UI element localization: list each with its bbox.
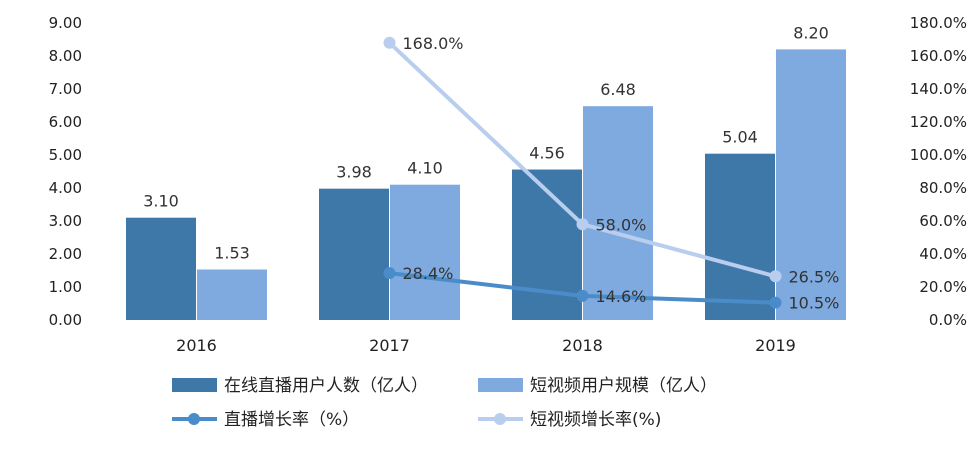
right-axis-tick-label: 160.0% xyxy=(910,47,967,65)
line-data-label: 58.0% xyxy=(596,215,647,234)
left-axis-tick-label: 9.00 xyxy=(49,14,82,32)
bar xyxy=(390,184,460,320)
left-axis-tick-label: 2.00 xyxy=(49,245,82,263)
line-point xyxy=(383,267,396,280)
bar-data-label: 6.48 xyxy=(600,80,636,99)
legend-swatch xyxy=(172,378,217,392)
right-axis-tick-label: 20.0% xyxy=(919,278,967,296)
legend-label: 短视频用户规模（亿人） xyxy=(530,376,717,396)
x-axis-tick-label: 2018 xyxy=(562,336,603,355)
bar xyxy=(126,217,196,320)
bar-data-label: 4.10 xyxy=(407,159,443,178)
right-axis-tick-label: 80.0% xyxy=(919,179,967,197)
line-point xyxy=(769,270,782,283)
bar xyxy=(197,269,267,320)
left-axis-tick-label: 6.00 xyxy=(49,113,82,131)
bar-data-label: 3.10 xyxy=(143,192,179,211)
bar-data-label: 5.04 xyxy=(722,128,758,147)
right-axis-tick-label: 100.0% xyxy=(910,146,967,164)
left-axis-tick-label: 7.00 xyxy=(49,80,82,98)
right-axis-tick-label: 120.0% xyxy=(910,113,967,131)
right-axis-tick-label: 140.0% xyxy=(910,80,967,98)
line-series-group xyxy=(383,36,782,309)
line-point xyxy=(576,289,589,302)
line-point xyxy=(769,296,782,309)
bar-data-label: 3.98 xyxy=(336,163,372,182)
line-point xyxy=(576,218,589,231)
x-axis: 2016 2017 2018 2019 xyxy=(176,336,796,355)
bar xyxy=(319,188,389,320)
legend-swatch xyxy=(478,378,523,392)
x-axis-tick-label: 2016 xyxy=(176,336,217,355)
bar xyxy=(776,49,846,321)
line-point xyxy=(383,36,396,49)
right-axis-tick-label: 60.0% xyxy=(919,212,967,230)
right-axis-tick-label: 40.0% xyxy=(919,245,967,263)
left-axis-tick-label: 3.00 xyxy=(49,212,82,230)
line-data-label: 10.5% xyxy=(789,294,840,313)
x-axis-tick-label: 2019 xyxy=(755,336,796,355)
bar-data-label: 8.20 xyxy=(793,23,829,42)
data-label-group: 3.10 3.98 4.56 5.04 1.53 4.10 6.48 8.20 28.4% 14.… xyxy=(143,23,839,312)
legend-label: 直播增长率（%） xyxy=(224,410,359,430)
bar xyxy=(583,106,653,320)
left-axis-tick-label: 8.00 xyxy=(49,47,82,65)
legend-label: 在线直播用户人数（亿人） xyxy=(224,376,428,396)
legend: 在线直播用户人数（亿人） 短视频用户规模（亿人） 直播增长率（%） 短视频增长率(%) xyxy=(172,376,717,430)
legend-label: 短视频增长率(%) xyxy=(530,410,661,430)
bar-series-group xyxy=(126,49,846,321)
bar-data-label: 1.53 xyxy=(214,244,250,263)
left-y-axis: 0.00 1.00 2.00 3.00 4.00 5.00 6.00 7.00 8.00 9.00 xyxy=(49,14,82,329)
bar xyxy=(705,153,775,320)
x-axis-tick-label: 2017 xyxy=(369,336,410,355)
left-axis-tick-label: 5.00 xyxy=(49,146,82,164)
bar-data-label: 4.56 xyxy=(529,144,565,163)
legend-swatch-marker xyxy=(188,413,200,425)
left-axis-tick-label: 1.00 xyxy=(49,278,82,296)
left-axis-tick-label: 4.00 xyxy=(49,179,82,197)
line-data-label: 14.6% xyxy=(596,287,647,306)
right-axis-tick-label: 0.0% xyxy=(929,311,967,329)
line-data-label: 28.4% xyxy=(403,264,454,283)
left-axis-tick-label: 0.00 xyxy=(49,311,82,329)
right-y-axis: 0.0% 20.0% 40.0% 60.0% 80.0% 100.0% 120.0% 140.… xyxy=(910,14,967,329)
legend-swatch-marker xyxy=(494,413,506,425)
line-data-label: 168.0% xyxy=(403,34,464,53)
right-axis-tick-label: 180.0% xyxy=(910,14,967,32)
line-data-label: 26.5% xyxy=(789,267,840,286)
